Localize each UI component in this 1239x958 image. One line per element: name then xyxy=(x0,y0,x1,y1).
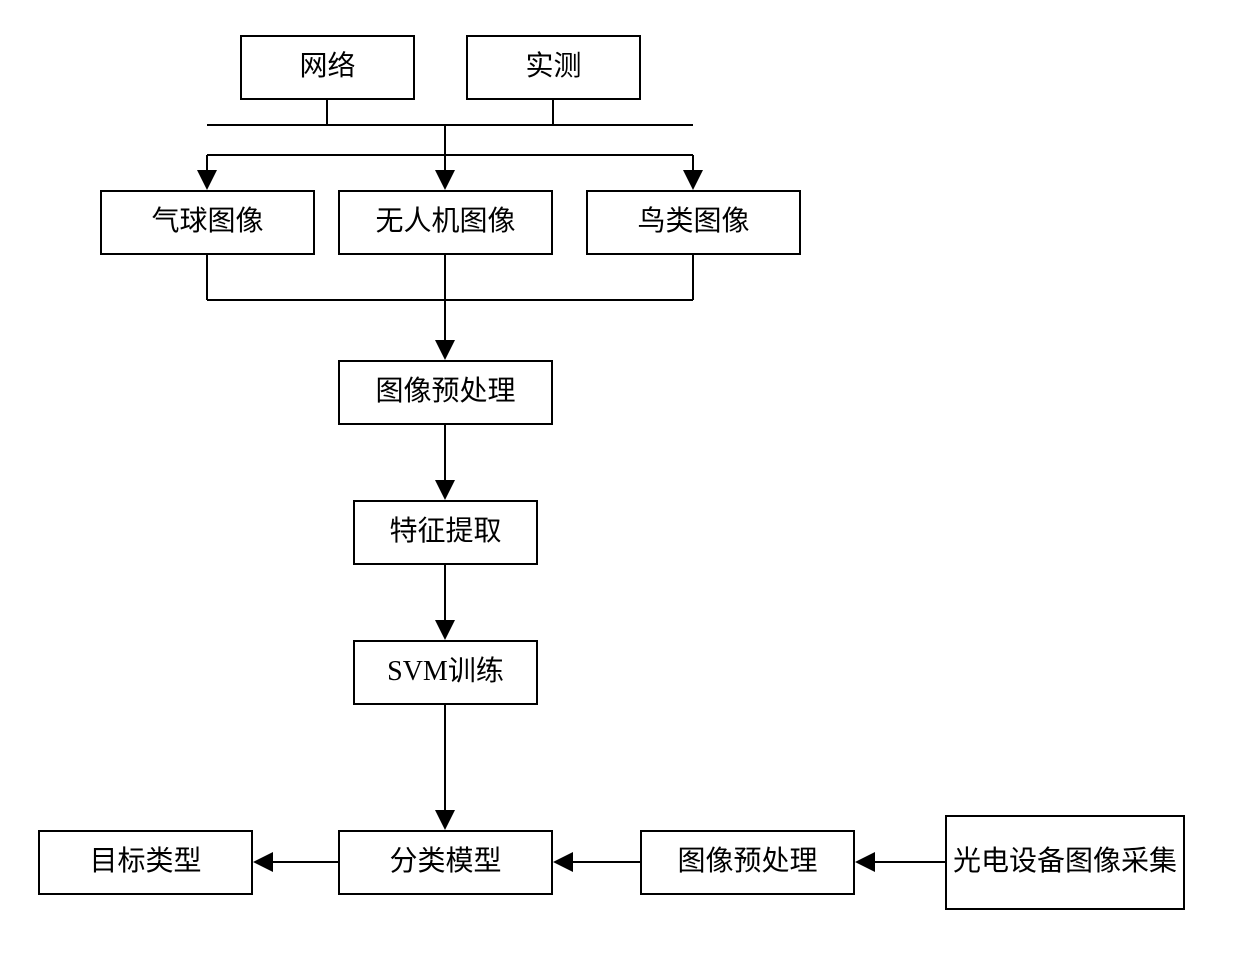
node-source-network: 网络 xyxy=(240,35,415,100)
node-preprocess-inference: 图像预处理 xyxy=(640,830,855,895)
node-label: 图像预处理 xyxy=(677,844,817,880)
node-label: 气球图像 xyxy=(151,204,263,240)
node-label: 图像预处理 xyxy=(375,374,515,410)
node-label: 实测 xyxy=(525,49,581,85)
node-category-bird: 鸟类图像 xyxy=(586,190,801,255)
node-label: 目标类型 xyxy=(89,844,201,880)
node-target-type: 目标类型 xyxy=(38,830,253,895)
node-feature-extraction: 特征提取 xyxy=(353,500,538,565)
node-source-measured: 实测 xyxy=(466,35,641,100)
node-category-drone: 无人机图像 xyxy=(338,190,553,255)
node-label: 光电设备图像采集 xyxy=(953,844,1177,880)
node-label: SVM训练 xyxy=(387,654,504,690)
node-label: 分类模型 xyxy=(389,844,501,880)
node-preprocess-training: 图像预处理 xyxy=(338,360,553,425)
node-label: 鸟类图像 xyxy=(637,204,749,240)
node-label: 特征提取 xyxy=(389,514,501,550)
node-label: 网络 xyxy=(299,49,355,85)
node-optical-collection: 光电设备图像采集 xyxy=(945,815,1185,910)
node-category-balloon: 气球图像 xyxy=(100,190,315,255)
node-label: 无人机图像 xyxy=(375,204,515,240)
node-svm-training: SVM训练 xyxy=(353,640,538,705)
node-classification-model: 分类模型 xyxy=(338,830,553,895)
